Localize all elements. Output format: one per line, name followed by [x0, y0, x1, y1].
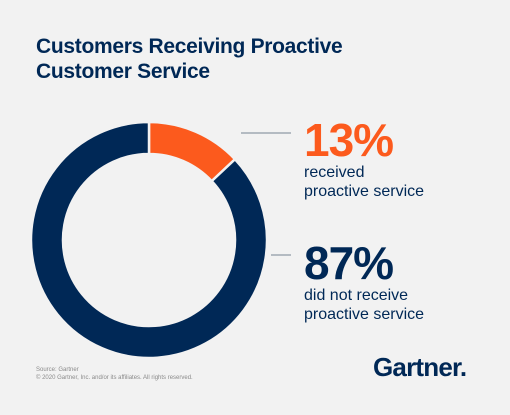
received-description: received proactive service [304, 163, 424, 201]
not-received-description-line-1: did not receive [304, 287, 409, 304]
slice-not-received [29, 120, 269, 360]
donut-slices [29, 120, 269, 360]
callout-received: 13% received proactive service [304, 117, 424, 201]
received-description-line-1: received [304, 164, 365, 181]
copyright-note: © 2020 Gartner, Inc. and/or its affiliat… [36, 375, 193, 381]
received-description-line-2: proactive service [304, 183, 425, 200]
not-received-description: did not receive proactive service [304, 286, 424, 324]
not-received-description-line-2: proactive service [304, 306, 425, 323]
not-received-percent-label: 87% [304, 237, 394, 289]
callout-not-received: 87% did not receive proactive service [304, 240, 424, 324]
chart-title-line-2: Customer Service [36, 60, 210, 83]
chart-title: Customers Receiving Proactive Customer S… [36, 34, 416, 84]
source-note: Source: Gartner [36, 367, 79, 373]
received-percent-label: 13% [304, 114, 394, 166]
gartner-logo: Gartner. [373, 352, 467, 382]
chart-title-line-1: Customers Receiving Proactive [36, 35, 343, 58]
footer: Source: Gartner © 2020 Gartner, Inc. and… [36, 366, 193, 382]
